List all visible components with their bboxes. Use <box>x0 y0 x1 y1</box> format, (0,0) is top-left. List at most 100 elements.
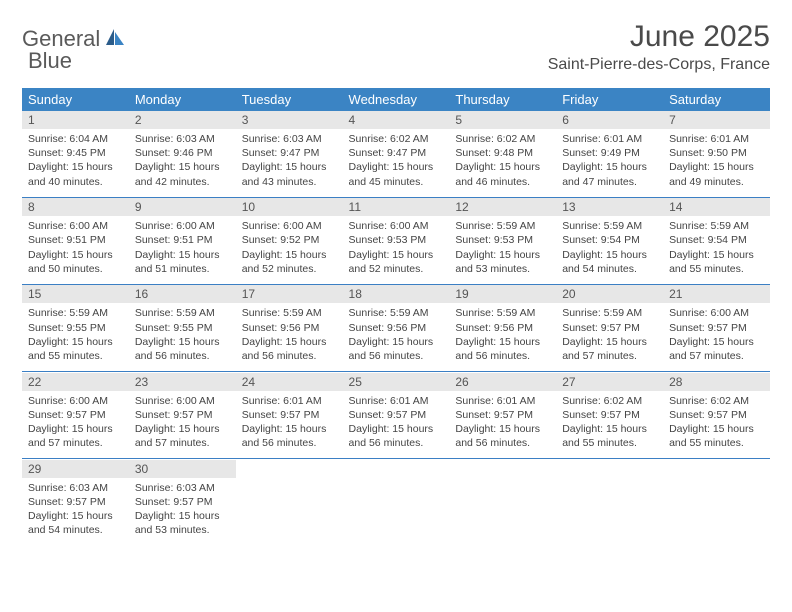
sunrise-text: Sunrise: 6:01 AM <box>455 394 550 408</box>
sunset-text: Sunset: 9:57 PM <box>135 495 230 509</box>
daylight-text: Daylight: 15 hours and 56 minutes. <box>242 422 337 450</box>
month-title: June 2025 <box>548 20 770 54</box>
daylight-text: Daylight: 15 hours and 53 minutes. <box>135 509 230 537</box>
day-cell: 11Sunrise: 6:00 AMSunset: 9:53 PMDayligh… <box>343 198 450 284</box>
day-number: 6 <box>556 111 663 129</box>
day-cell: 20Sunrise: 5:59 AMSunset: 9:57 PMDayligh… <box>556 285 663 371</box>
sunset-text: Sunset: 9:57 PM <box>562 408 657 422</box>
day-cell: 14Sunrise: 5:59 AMSunset: 9:54 PMDayligh… <box>663 198 770 284</box>
day-detail: Sunrise: 6:00 AMSunset: 9:53 PMDaylight:… <box>343 216 450 284</box>
day-number: 5 <box>449 111 556 129</box>
daylight-text: Daylight: 15 hours and 57 minutes. <box>135 422 230 450</box>
sunset-text: Sunset: 9:57 PM <box>242 408 337 422</box>
sunset-text: Sunset: 9:57 PM <box>562 321 657 335</box>
day-cell: 8Sunrise: 6:00 AMSunset: 9:51 PMDaylight… <box>22 198 129 284</box>
day-detail: Sunrise: 6:02 AMSunset: 9:57 PMDaylight:… <box>556 391 663 459</box>
sunrise-text: Sunrise: 5:59 AM <box>669 219 764 233</box>
calendar-table: Sunday Monday Tuesday Wednesday Thursday… <box>22 88 770 545</box>
day-number: 28 <box>663 373 770 391</box>
daylight-text: Daylight: 15 hours and 50 minutes. <box>28 248 123 276</box>
daylight-text: Daylight: 15 hours and 51 minutes. <box>135 248 230 276</box>
day-number: 11 <box>343 198 450 216</box>
daylight-text: Daylight: 15 hours and 43 minutes. <box>242 160 337 188</box>
day-cell: 18Sunrise: 5:59 AMSunset: 9:56 PMDayligh… <box>343 285 450 371</box>
daylight-text: Daylight: 15 hours and 57 minutes. <box>562 335 657 363</box>
day-cell: 25Sunrise: 6:01 AMSunset: 9:57 PMDayligh… <box>343 373 450 459</box>
sunrise-text: Sunrise: 6:00 AM <box>28 219 123 233</box>
sunset-text: Sunset: 9:56 PM <box>242 321 337 335</box>
day-detail: Sunrise: 5:59 AMSunset: 9:57 PMDaylight:… <box>556 303 663 371</box>
day-cell: 10Sunrise: 6:00 AMSunset: 9:52 PMDayligh… <box>236 198 343 284</box>
sunset-text: Sunset: 9:57 PM <box>28 408 123 422</box>
day-number: 27 <box>556 373 663 391</box>
day-cell: 6Sunrise: 6:01 AMSunset: 9:49 PMDaylight… <box>556 111 663 197</box>
day-cell: 1Sunrise: 6:04 AMSunset: 9:45 PMDaylight… <box>22 111 129 197</box>
sunset-text: Sunset: 9:55 PM <box>28 321 123 335</box>
daylight-text: Daylight: 15 hours and 57 minutes. <box>28 422 123 450</box>
sunrise-text: Sunrise: 5:59 AM <box>28 306 123 320</box>
sunset-text: Sunset: 9:54 PM <box>669 233 764 247</box>
sunrise-text: Sunrise: 6:02 AM <box>349 132 444 146</box>
day-detail: Sunrise: 6:00 AMSunset: 9:57 PMDaylight:… <box>129 391 236 459</box>
day-cell <box>449 460 556 546</box>
sunrise-text: Sunrise: 6:02 AM <box>455 132 550 146</box>
day-cell: 23Sunrise: 6:00 AMSunset: 9:57 PMDayligh… <box>129 373 236 459</box>
location-label: Saint-Pierre-des-Corps, France <box>548 56 770 74</box>
week-row: 29Sunrise: 6:03 AMSunset: 9:57 PMDayligh… <box>22 460 770 546</box>
daylight-text: Daylight: 15 hours and 55 minutes. <box>669 248 764 276</box>
sunset-text: Sunset: 9:53 PM <box>349 233 444 247</box>
day-detail: Sunrise: 6:01 AMSunset: 9:49 PMDaylight:… <box>556 129 663 197</box>
sunrise-text: Sunrise: 6:00 AM <box>135 394 230 408</box>
day-cell: 3Sunrise: 6:03 AMSunset: 9:47 PMDaylight… <box>236 111 343 197</box>
day-cell: 2Sunrise: 6:03 AMSunset: 9:46 PMDaylight… <box>129 111 236 197</box>
daylight-text: Daylight: 15 hours and 47 minutes. <box>562 160 657 188</box>
sunrise-text: Sunrise: 6:03 AM <box>135 132 230 146</box>
sunset-text: Sunset: 9:57 PM <box>28 495 123 509</box>
sunrise-text: Sunrise: 6:01 AM <box>242 394 337 408</box>
sunrise-text: Sunrise: 5:59 AM <box>562 219 657 233</box>
sunrise-text: Sunrise: 6:02 AM <box>562 394 657 408</box>
day-cell: 9Sunrise: 6:00 AMSunset: 9:51 PMDaylight… <box>129 198 236 284</box>
day-number: 23 <box>129 373 236 391</box>
daylight-text: Daylight: 15 hours and 49 minutes. <box>669 160 764 188</box>
daylight-text: Daylight: 15 hours and 54 minutes. <box>28 509 123 537</box>
day-detail: Sunrise: 5:59 AMSunset: 9:56 PMDaylight:… <box>236 303 343 371</box>
daylight-text: Daylight: 15 hours and 45 minutes. <box>349 160 444 188</box>
sunrise-text: Sunrise: 5:59 AM <box>242 306 337 320</box>
daylight-text: Daylight: 15 hours and 56 minutes. <box>242 335 337 363</box>
logo-word-blue: Blue <box>28 48 72 73</box>
day-detail: Sunrise: 6:03 AMSunset: 9:46 PMDaylight:… <box>129 129 236 197</box>
day-header-sat: Saturday <box>663 88 770 111</box>
week-row: 15Sunrise: 5:59 AMSunset: 9:55 PMDayligh… <box>22 285 770 371</box>
day-number: 15 <box>22 285 129 303</box>
day-header-sun: Sunday <box>22 88 129 111</box>
day-detail: Sunrise: 6:00 AMSunset: 9:52 PMDaylight:… <box>236 216 343 284</box>
day-cell: 5Sunrise: 6:02 AMSunset: 9:48 PMDaylight… <box>449 111 556 197</box>
sunrise-text: Sunrise: 5:59 AM <box>562 306 657 320</box>
day-detail: Sunrise: 6:00 AMSunset: 9:57 PMDaylight:… <box>22 391 129 459</box>
day-detail: Sunrise: 5:59 AMSunset: 9:56 PMDaylight:… <box>343 303 450 371</box>
day-cell: 30Sunrise: 6:03 AMSunset: 9:57 PMDayligh… <box>129 460 236 546</box>
daylight-text: Daylight: 15 hours and 56 minutes. <box>349 335 444 363</box>
sunset-text: Sunset: 9:57 PM <box>669 408 764 422</box>
sunset-text: Sunset: 9:57 PM <box>455 408 550 422</box>
day-number: 2 <box>129 111 236 129</box>
day-detail: Sunrise: 6:02 AMSunset: 9:57 PMDaylight:… <box>663 391 770 459</box>
day-cell: 29Sunrise: 6:03 AMSunset: 9:57 PMDayligh… <box>22 460 129 546</box>
sunrise-text: Sunrise: 5:59 AM <box>455 306 550 320</box>
day-header-wed: Wednesday <box>343 88 450 111</box>
sunset-text: Sunset: 9:47 PM <box>242 146 337 160</box>
daylight-text: Daylight: 15 hours and 42 minutes. <box>135 160 230 188</box>
day-number: 18 <box>343 285 450 303</box>
sunset-text: Sunset: 9:57 PM <box>349 408 444 422</box>
daylight-text: Daylight: 15 hours and 55 minutes. <box>28 335 123 363</box>
sunrise-text: Sunrise: 6:00 AM <box>135 219 230 233</box>
week-row: 8Sunrise: 6:00 AMSunset: 9:51 PMDaylight… <box>22 198 770 284</box>
sunrise-text: Sunrise: 5:59 AM <box>455 219 550 233</box>
day-cell: 28Sunrise: 6:02 AMSunset: 9:57 PMDayligh… <box>663 373 770 459</box>
day-cell: 24Sunrise: 6:01 AMSunset: 9:57 PMDayligh… <box>236 373 343 459</box>
day-cell: 16Sunrise: 5:59 AMSunset: 9:55 PMDayligh… <box>129 285 236 371</box>
day-detail: Sunrise: 5:59 AMSunset: 9:53 PMDaylight:… <box>449 216 556 284</box>
day-cell: 12Sunrise: 5:59 AMSunset: 9:53 PMDayligh… <box>449 198 556 284</box>
day-detail: Sunrise: 5:59 AMSunset: 9:54 PMDaylight:… <box>556 216 663 284</box>
